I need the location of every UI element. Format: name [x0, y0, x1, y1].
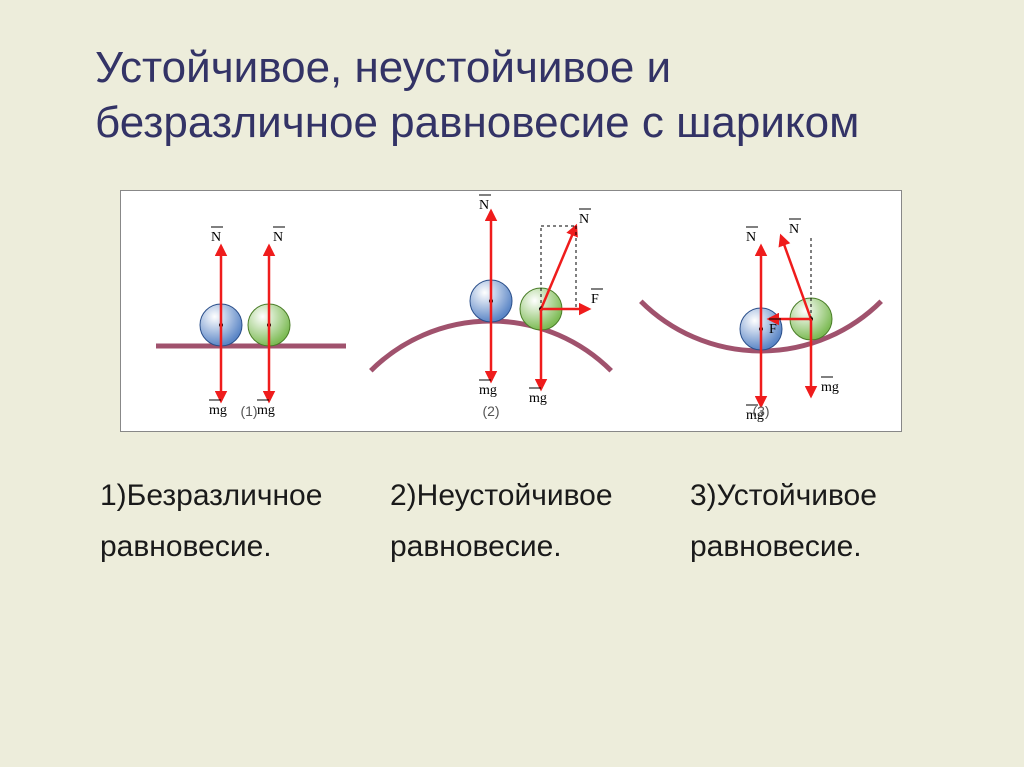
svg-text:(2): (2)	[482, 403, 499, 419]
svg-text:(3): (3)	[752, 403, 769, 419]
svg-text:mg: mg	[821, 380, 839, 395]
title-line1: Устойчивое, неустойчивое и	[95, 43, 671, 92]
svg-text:mg: mg	[479, 383, 497, 398]
svg-text:N: N	[746, 230, 756, 245]
title-line2: безразличное равновесие с шариком	[95, 98, 859, 147]
caption-3b: равновесие.	[690, 530, 862, 563]
caption-1a: 1)Безразличное	[100, 479, 322, 512]
svg-text:mg: mg	[529, 391, 547, 406]
svg-text:F: F	[591, 292, 599, 307]
caption-1b: равновесие.	[100, 530, 272, 563]
diagram-svg: NNmgmg(1)NNmgmgF(2)NNmgmgF(3)	[121, 191, 901, 431]
svg-text:N: N	[479, 198, 489, 213]
captions: 1)Безразличное равновесие. 2)Неустойчиво…	[100, 470, 964, 572]
svg-text:N: N	[789, 222, 799, 237]
svg-text:N: N	[579, 212, 589, 227]
svg-text:mg: mg	[257, 403, 275, 418]
caption-3: 3)Устойчивое равновесие.	[690, 470, 877, 572]
caption-2b: равновесие.	[390, 530, 562, 563]
svg-text:mg: mg	[209, 403, 227, 418]
caption-1: 1)Безразличное равновесие.	[100, 470, 390, 572]
caption-2a: 2)Неустойчивое	[390, 479, 613, 512]
svg-text:N: N	[273, 230, 283, 245]
slide-title: Устойчивое, неустойчивое и безразличное …	[95, 40, 964, 150]
caption-3a: 3)Устойчивое	[690, 479, 877, 512]
svg-text:F: F	[769, 322, 777, 337]
svg-text:(1): (1)	[240, 403, 257, 419]
caption-2: 2)Неустойчивое равновесие.	[390, 470, 690, 572]
diagram-figure: NNmgmg(1)NNmgmgF(2)NNmgmgF(3)	[120, 190, 902, 432]
slide: Устойчивое, неустойчивое и безразличное …	[0, 0, 1024, 767]
svg-text:N: N	[211, 230, 221, 245]
